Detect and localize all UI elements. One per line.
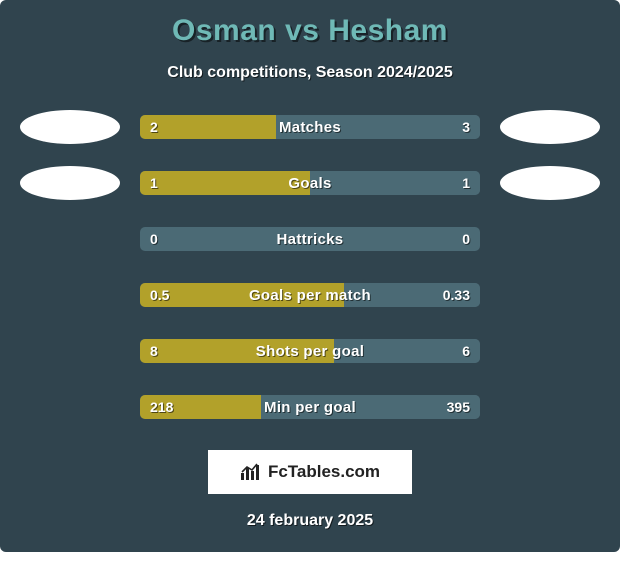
- stats-rows: 23Matches 11Goals 00Hattricks 0.50.33Goals …: [0, 110, 620, 424]
- stat-row: 11Goals: [0, 166, 620, 200]
- stat-row: 218395Min per goal: [0, 390, 620, 424]
- page-title: Osman vs Hesham: [0, 14, 620, 48]
- stat-label: Min per goal: [140, 395, 480, 419]
- bar-chart-icon: [240, 463, 262, 481]
- avatar-spacer: [20, 334, 120, 368]
- avatar-spacer: [500, 334, 600, 368]
- avatar-spacer: [500, 278, 600, 312]
- comparison-card: Osman vs Hesham Club competitions, Seaso…: [0, 0, 620, 552]
- avatar-spacer: [500, 222, 600, 256]
- logo-text: FcTables.com: [268, 462, 380, 482]
- player-avatar-left: [20, 166, 120, 200]
- player-avatar-right: [500, 166, 600, 200]
- stat-row: 86Shots per goal: [0, 334, 620, 368]
- stat-label: Matches: [140, 115, 480, 139]
- stat-label: Goals: [140, 171, 480, 195]
- stat-bar: 23Matches: [140, 115, 480, 139]
- stat-label: Goals per match: [140, 283, 480, 307]
- footer-date: 24 february 2025: [0, 512, 620, 530]
- stat-row: 00Hattricks: [0, 222, 620, 256]
- subtitle: Club competitions, Season 2024/2025: [0, 64, 620, 82]
- avatar-spacer: [500, 390, 600, 424]
- stat-label: Hattricks: [140, 227, 480, 251]
- stat-bar: 11Goals: [140, 171, 480, 195]
- avatar-spacer: [20, 278, 120, 312]
- avatar-spacer: [20, 222, 120, 256]
- avatar-spacer: [20, 390, 120, 424]
- stat-bar: 0.50.33Goals per match: [140, 283, 480, 307]
- logo-box[interactable]: FcTables.com: [208, 450, 412, 494]
- stat-row: 23Matches: [0, 110, 620, 144]
- stat-bar: 86Shots per goal: [140, 339, 480, 363]
- stat-row: 0.50.33Goals per match: [0, 278, 620, 312]
- stat-bar: 00Hattricks: [140, 227, 480, 251]
- stat-bar: 218395Min per goal: [140, 395, 480, 419]
- player-avatar-left: [20, 110, 120, 144]
- player-avatar-right: [500, 110, 600, 144]
- stat-label: Shots per goal: [140, 339, 480, 363]
